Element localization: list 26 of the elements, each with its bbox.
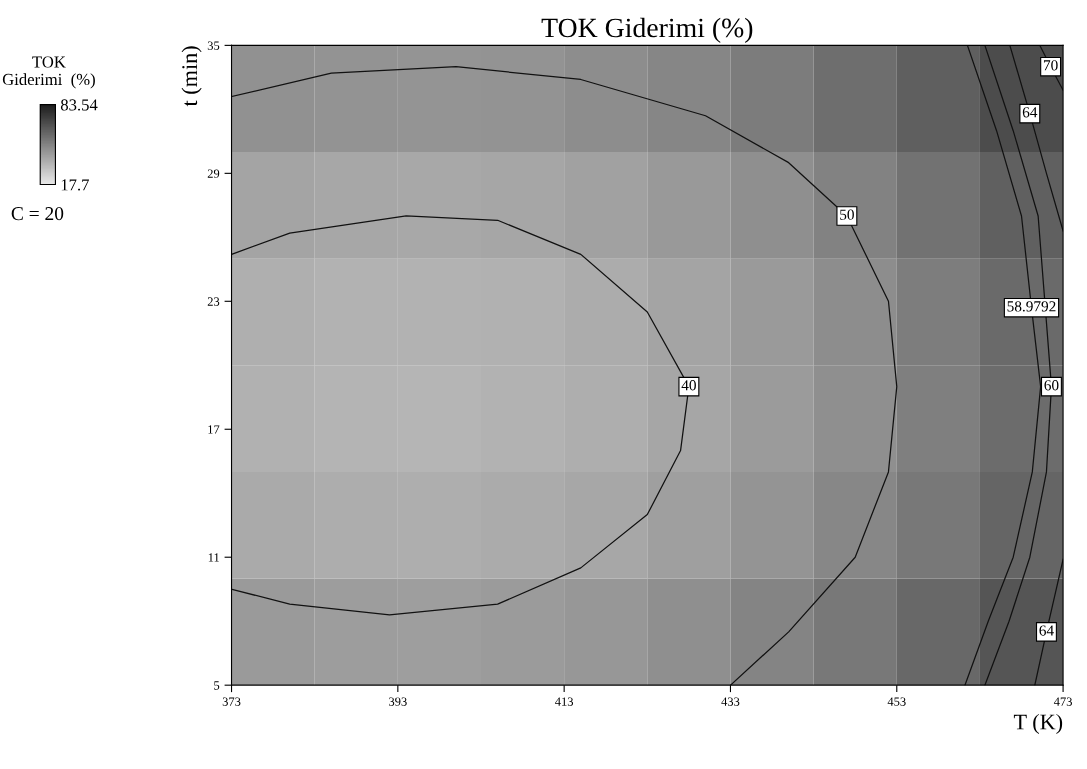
x-tick-label: 453	[887, 697, 906, 706]
color-bar-label: 83.54	[60, 99, 98, 111]
chart-title: TOK Giderimi (%)	[541, 17, 753, 43]
y-tick-label: 23	[207, 297, 220, 306]
x-tick-label: 373	[222, 697, 241, 706]
color-bar-title: TOK Giderimi (%)	[2, 56, 95, 89]
x-tick-label: 413	[555, 697, 574, 706]
annotation: 64	[1022, 107, 1038, 118]
y-axis-title: t (min)	[181, 46, 202, 107]
x-tick-label: 433	[721, 697, 740, 706]
x-axis-title: T (K)	[1013, 713, 1063, 735]
y-tick-label: 35	[207, 41, 220, 50]
annotation: 58.9792	[1007, 301, 1056, 312]
x-tick-label: 393	[389, 697, 407, 706]
annotation: 64	[1039, 625, 1054, 636]
y-tick-label: 11	[208, 553, 219, 562]
annotation: 70	[1043, 60, 1058, 71]
y-tick-label: 17	[208, 425, 220, 434]
annotation: 60	[1044, 380, 1059, 391]
y-tick-label: 5	[214, 681, 220, 690]
color-bar-label: 17.7	[61, 179, 89, 191]
x-tick-label: 473	[1053, 697, 1072, 706]
annotation: 40	[681, 380, 696, 391]
text: C = 20	[11, 207, 64, 221]
y-tick-label: 29	[207, 169, 220, 178]
annotation: 50	[840, 209, 854, 220]
